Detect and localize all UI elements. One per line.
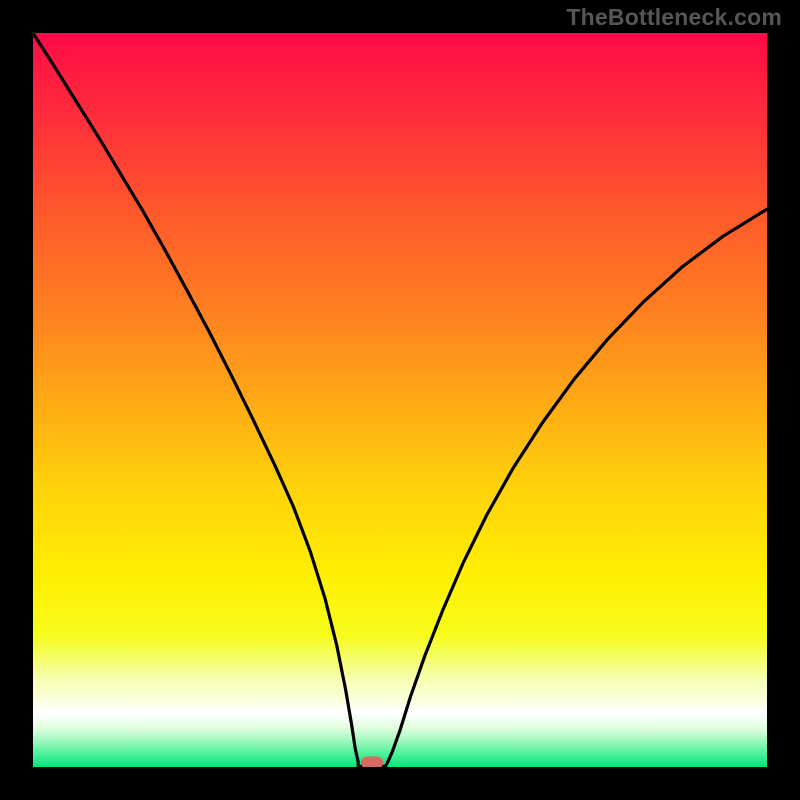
plot-area <box>33 33 767 767</box>
watermark-text: TheBottleneck.com <box>566 4 782 31</box>
chart-background <box>33 33 767 767</box>
image-frame: TheBottleneck.com <box>0 0 800 800</box>
bottleneck-chart <box>33 33 767 767</box>
value-marker <box>361 757 383 767</box>
